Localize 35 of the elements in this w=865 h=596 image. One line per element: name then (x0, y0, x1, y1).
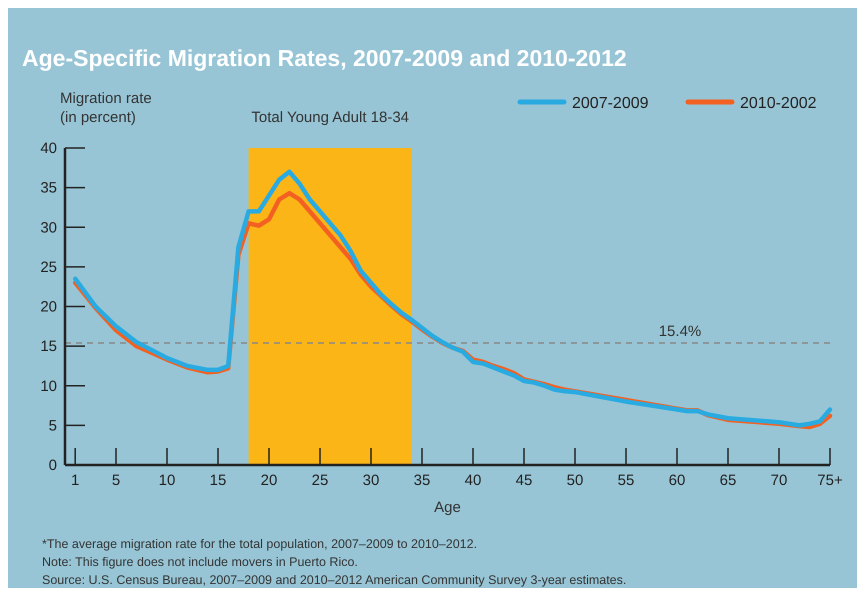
ref-line-label: 15.4% (658, 322, 702, 340)
x-tick-label: 35 (414, 472, 430, 489)
y-tick-label: 10 (40, 378, 57, 395)
legend-label: 2010-2002 (740, 95, 817, 112)
x-tick-label: 20 (260, 472, 278, 489)
x-tick-label: 75+ (817, 472, 843, 489)
y-tick-label: 30 (40, 219, 57, 236)
text: Note: This figure does not include movers in Puerto Rico. (42, 555, 358, 569)
y-tick-label: 5 (48, 417, 57, 434)
y-tick-label: 25 (40, 258, 57, 276)
y-axis-title: Migration rate (in percent) (60, 90, 152, 126)
x-tick-label: 15 (210, 472, 226, 489)
x-tick-label: 70 (770, 472, 788, 489)
x-tick-label: 60 (668, 472, 686, 489)
y-tick-label: 15 (40, 338, 57, 356)
band-label: Total Young Adult 18-34 (251, 109, 410, 126)
x-tick-label: 5 (112, 472, 120, 489)
y-tick-label: 0 (48, 457, 57, 474)
x-tick-label: 40 (464, 472, 482, 489)
x-tick-label: 55 (618, 472, 634, 489)
legend-label: 2007-2009 (572, 95, 649, 112)
y-tick-label: 20 (40, 298, 57, 316)
y-tick-label: 35 (40, 180, 57, 197)
x-tick-label: 10 (158, 472, 176, 489)
x-tick-label: 65 (720, 472, 736, 489)
x-tick-label: 45 (516, 472, 532, 489)
source-note: Source: U.S. Census Bureau, 2007–2009 and 2010–2012 American Community Survey 3-year estimates. (42, 573, 626, 587)
chart-title: Age-Specific Migration Rates, 2007-2009 and 2010-2012 (22, 45, 627, 71)
x-axis-title: Age (434, 499, 461, 516)
x-tick-label: 50 (566, 472, 584, 489)
y-tick-label: 40 (40, 140, 57, 157)
x-tick-label: 1 (71, 472, 80, 489)
x-tick-label: 30 (362, 472, 380, 489)
x-tick-label: 25 (312, 472, 328, 489)
text: *The average migration rate for the total population, 2007–2009 to 2010–2012. (42, 537, 478, 551)
